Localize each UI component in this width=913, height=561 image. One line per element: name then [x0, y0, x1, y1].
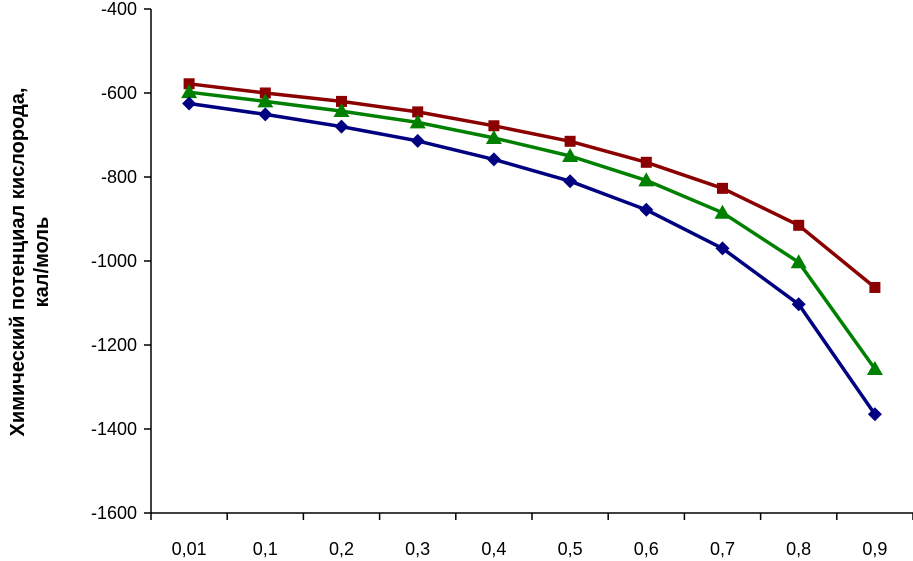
y-tick-label: -400 — [101, 0, 137, 19]
series-2-point — [333, 103, 350, 118]
series-1-point — [259, 87, 271, 99]
x-tick-label: 0,4 — [481, 539, 506, 559]
series-1-point — [869, 281, 881, 293]
series-3-point — [867, 407, 882, 422]
series-3-point — [563, 174, 578, 189]
series-3-point — [182, 96, 197, 111]
series-2-point — [714, 204, 731, 219]
x-tick-label: 0,7 — [710, 539, 735, 559]
series-2-point — [638, 172, 655, 187]
y-axis-title-line-2: кал/моль — [31, 217, 53, 308]
x-tick-label: 0,1 — [253, 539, 278, 559]
series-2-point — [866, 360, 883, 375]
series-1-point — [183, 78, 195, 90]
series-1-point — [412, 106, 424, 118]
series-2-point — [181, 84, 198, 99]
x-tick-label: 0,8 — [786, 539, 811, 559]
x-tick-label: 0,01 — [172, 539, 207, 559]
series-1-point — [717, 182, 728, 194]
y-tick-label: -1600 — [91, 503, 137, 523]
series-2-point — [562, 148, 579, 162]
series-2-point — [485, 129, 502, 144]
series-2-point — [409, 114, 426, 129]
series-2-line — [188, 90, 877, 370]
series-3-point — [639, 202, 654, 217]
series-1-point — [793, 219, 805, 231]
series-3-point — [486, 152, 501, 167]
y-axis-title: Химический потенциал кислорода, кал/моль — [7, 88, 53, 437]
series-3-point — [410, 133, 425, 148]
y-tick-label: -600 — [101, 83, 137, 103]
series-1-point — [640, 156, 652, 168]
series-3-point — [715, 241, 730, 256]
x-tick-label: 0,9 — [862, 539, 887, 559]
series-3-line — [188, 101, 877, 416]
y-axis-title-line-1: Химический потенциал кислорода, — [7, 88, 29, 437]
y-tick-label: -800 — [101, 167, 137, 187]
series-1-point — [564, 135, 576, 147]
series-3-point — [258, 107, 273, 122]
x-tick-label: 0,2 — [329, 539, 354, 559]
x-tick-label: 0,6 — [634, 539, 659, 559]
series-1-line — [188, 82, 877, 289]
y-tick-label: -1000 — [91, 251, 137, 271]
series-2-point — [790, 254, 807, 269]
series-1-point — [488, 120, 500, 132]
x-tick-label: 0,5 — [558, 539, 583, 559]
series-3-point — [334, 119, 349, 134]
x-tick-label: 0,3 — [405, 539, 430, 559]
series-1-point — [336, 95, 347, 107]
plot-area: -400 -600 -800 -1000 -1200 -1400 -1600 0,01 0,1 0… — [91, 0, 913, 559]
series-2-point — [257, 93, 274, 108]
series-3-point — [791, 297, 806, 312]
y-tick-label: -1400 — [91, 419, 137, 439]
y-tick-label: -1200 — [91, 335, 137, 355]
